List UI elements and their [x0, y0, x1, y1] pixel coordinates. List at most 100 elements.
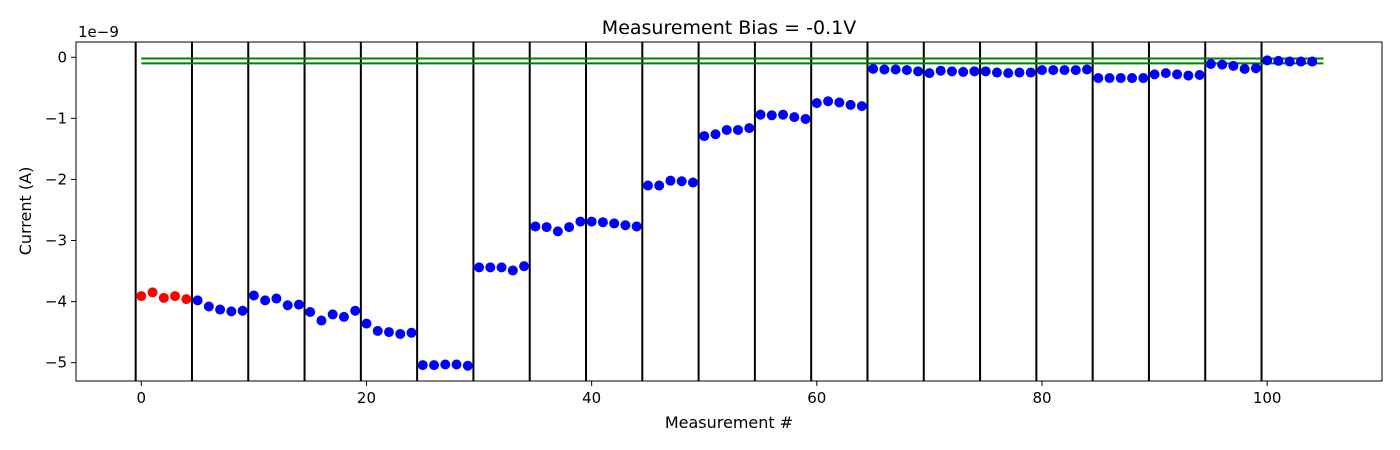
data-point-s1-61 — [879, 64, 890, 75]
x-axis-label: Measurement # — [665, 413, 793, 432]
data-point-s1-74 — [1025, 67, 1036, 78]
data-point-s0-4 — [181, 294, 192, 305]
data-point-s1-12 — [327, 309, 338, 320]
data-point-s1-69 — [969, 66, 980, 77]
data-point-s1-34 — [575, 216, 586, 227]
data-point-s1-62 — [890, 64, 901, 75]
data-point-s1-53 — [789, 112, 800, 123]
data-point-s1-80 — [1093, 73, 1104, 84]
data-point-s1-15 — [361, 318, 372, 329]
data-point-s1-59 — [856, 101, 867, 112]
data-point-s1-27 — [496, 262, 507, 273]
data-point-s1-48 — [733, 124, 744, 135]
data-point-s1-46 — [710, 129, 721, 140]
data-point-s1-54 — [800, 113, 811, 124]
data-point-s1-79 — [1082, 64, 1093, 75]
data-point-s1-5 — [248, 290, 259, 301]
data-point-s1-42 — [665, 175, 676, 186]
data-point-s1-32 — [552, 226, 563, 237]
data-point-s1-24 — [462, 360, 473, 371]
data-point-s1-38 — [620, 220, 631, 231]
data-point-s1-44 — [687, 177, 698, 188]
x-tick-label-3: 60 — [807, 389, 826, 407]
data-point-s1-30 — [530, 221, 541, 232]
data-point-s1-93 — [1239, 63, 1250, 74]
y-tick-label-3: −3 — [45, 232, 67, 250]
data-point-s1-85 — [1149, 69, 1160, 80]
y-tick-label-1: −1 — [45, 109, 67, 127]
data-point-s1-94 — [1250, 63, 1261, 74]
data-point-s1-26 — [485, 262, 496, 273]
data-point-s1-83 — [1127, 73, 1138, 84]
data-point-s1-18 — [395, 328, 406, 339]
data-point-s1-67 — [946, 66, 957, 77]
data-point-s1-22 — [440, 359, 451, 370]
data-point-s1-70 — [980, 66, 991, 77]
data-point-s1-81 — [1104, 73, 1115, 84]
data-point-s1-19 — [406, 327, 417, 338]
data-point-s1-37 — [609, 218, 620, 229]
data-point-s1-16 — [372, 325, 383, 336]
x-tick-label-0: 0 — [137, 389, 147, 407]
data-point-s1-95 — [1262, 55, 1273, 66]
data-point-s1-31 — [541, 222, 552, 233]
data-point-s1-96 — [1273, 55, 1284, 66]
data-point-s1-36 — [597, 217, 608, 228]
data-point-s1-50 — [755, 109, 766, 120]
data-point-s1-4 — [237, 305, 248, 316]
data-point-s1-78 — [1070, 65, 1081, 76]
data-point-s1-1 — [203, 301, 214, 312]
data-point-s1-68 — [958, 66, 969, 77]
data-point-s0-0 — [136, 291, 147, 302]
data-point-s1-77 — [1059, 65, 1070, 76]
data-point-s1-10 — [305, 306, 316, 317]
y-tick-label-0: 0 — [57, 48, 67, 66]
data-point-s1-56 — [823, 96, 834, 107]
y-tick-label-4: −4 — [45, 293, 67, 311]
data-point-s1-87 — [1172, 69, 1183, 80]
data-point-s1-98 — [1295, 56, 1306, 67]
data-point-s1-76 — [1048, 65, 1059, 76]
data-point-s1-33 — [564, 222, 575, 233]
data-point-s1-25 — [474, 262, 485, 273]
data-point-s1-73 — [1014, 67, 1025, 78]
y-tick-label-2: −2 — [45, 170, 67, 188]
data-point-s1-6 — [260, 295, 271, 306]
data-point-s1-51 — [766, 110, 777, 121]
y-tick-label-5: −5 — [45, 354, 67, 372]
data-point-s1-55 — [811, 98, 822, 109]
y-offset-label: 1e−9 — [78, 23, 119, 41]
data-point-s1-65 — [924, 68, 935, 79]
data-point-s1-11 — [316, 315, 327, 326]
data-point-s1-9 — [293, 299, 304, 310]
data-point-s1-47 — [721, 124, 732, 135]
axes-frame — [75, 41, 1383, 382]
data-point-s1-60 — [868, 63, 879, 74]
data-point-s1-75 — [1036, 65, 1047, 76]
data-point-s1-52 — [778, 109, 789, 120]
data-point-s1-40 — [642, 180, 653, 191]
data-point-s1-84 — [1138, 73, 1149, 84]
x-tick-label-5: 100 — [1253, 389, 1282, 407]
data-point-s1-13 — [338, 311, 349, 322]
data-point-s1-92 — [1228, 60, 1239, 71]
data-point-s1-29 — [519, 261, 530, 272]
data-point-s1-91 — [1217, 59, 1228, 70]
data-point-s1-97 — [1284, 56, 1295, 67]
x-tick-label-4: 80 — [1032, 389, 1051, 407]
data-point-s1-39 — [631, 221, 642, 232]
x-tick-label-2: 40 — [582, 389, 601, 407]
data-point-s1-28 — [507, 265, 518, 276]
data-point-s1-89 — [1194, 69, 1205, 80]
data-point-s1-49 — [744, 123, 755, 134]
data-point-s1-58 — [845, 99, 856, 110]
data-point-s1-14 — [350, 305, 361, 316]
data-point-s0-1 — [147, 287, 158, 298]
data-point-s1-41 — [654, 180, 665, 191]
data-point-s1-72 — [1003, 68, 1014, 79]
y-axis-label: Current (A) — [16, 167, 35, 256]
data-point-s1-21 — [429, 360, 440, 371]
data-point-s1-7 — [271, 293, 282, 304]
data-point-s1-66 — [935, 65, 946, 76]
